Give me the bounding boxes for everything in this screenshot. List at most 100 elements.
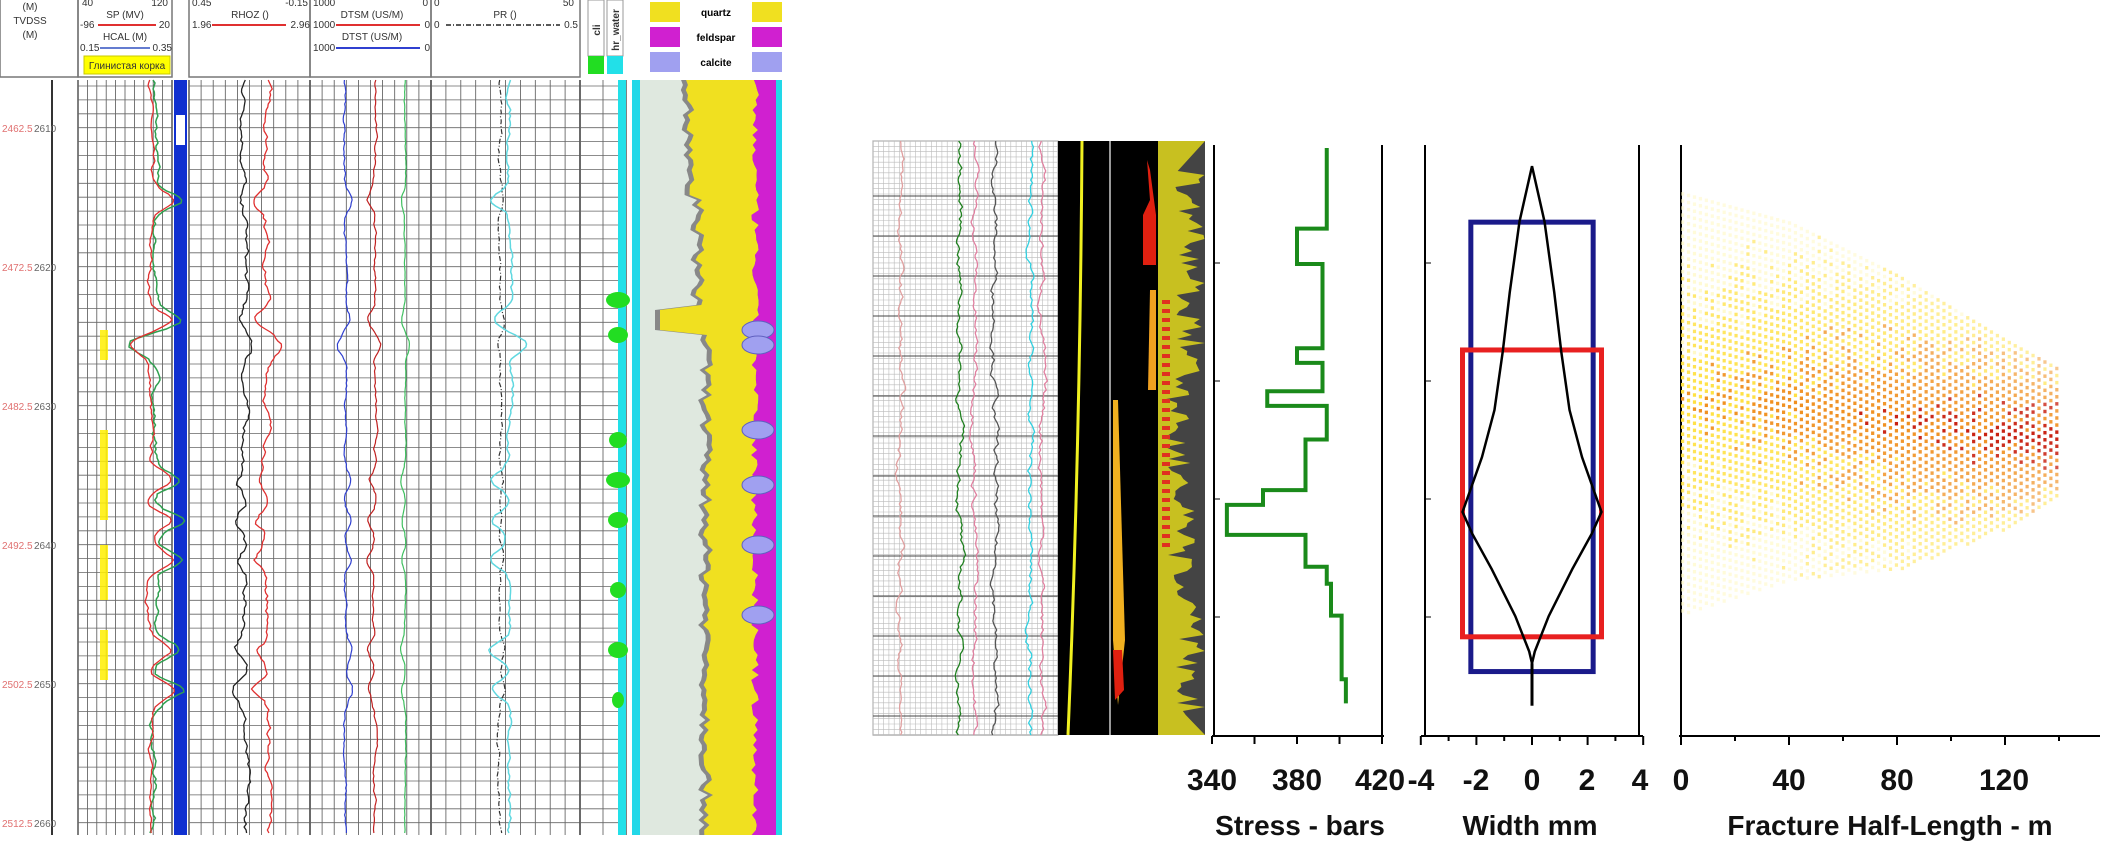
heatmap-cell (1734, 249, 1738, 253)
heatmap-cell (1823, 330, 1827, 334)
heatmap-cell (1752, 225, 1756, 230)
heatmap-cell (1942, 471, 1946, 475)
heatmap-cell (1924, 439, 1928, 444)
heatmap-cell (1900, 517, 1904, 521)
heatmap-cell (1799, 453, 1803, 457)
heatmap-cell (1692, 463, 1697, 468)
heatmap-cell (1918, 393, 1922, 398)
heatmap-cell (1978, 535, 1982, 539)
heatmap-cell (1746, 535, 1750, 539)
heatmap-cell (1882, 345, 1887, 349)
heatmap-cell (1805, 569, 1809, 573)
heatmap-cell (2025, 407, 2029, 411)
heatmap-cell (1752, 430, 1756, 435)
heatmap-cell (1978, 365, 1982, 370)
heatmap-cell (1722, 316, 1726, 321)
heatmap-cell (1746, 570, 1750, 574)
heatmap-cell (2007, 475, 2011, 479)
heatmap-cell (1764, 568, 1768, 572)
heatmap-cell (1704, 516, 1708, 521)
heatmap-cell (1912, 333, 1916, 337)
heatmap-cell (1805, 434, 1809, 439)
heatmap-cell (1776, 352, 1780, 356)
heatmap-cell (1906, 442, 1910, 447)
heatmap-cell (1740, 271, 1744, 276)
legend-label-quartz: quartz (701, 8, 731, 19)
heatmap-cell (1746, 400, 1750, 405)
heatmap-cell (1770, 569, 1774, 574)
heatmap-cell (1740, 377, 1744, 382)
heatmap-cell (1734, 475, 1738, 479)
heatmap-cell (1704, 474, 1708, 478)
heatmap-cell (1716, 484, 1720, 489)
heatmap-cell (1770, 562, 1774, 567)
heatmap-cell (1989, 330, 1994, 334)
heatmap-cell (2043, 466, 2047, 470)
mid-log-curve (968, 140, 980, 736)
heatmap-cell (1888, 496, 1893, 501)
heatmap-cell (1912, 488, 1916, 493)
heatmap-cell (1989, 408, 1994, 412)
heatmap-cell (1787, 270, 1792, 275)
heatmap-cell (1781, 523, 1786, 528)
heatmap-cell (1871, 473, 1875, 478)
heatmap-cell (1770, 442, 1774, 447)
heatmap-cell (1781, 396, 1786, 400)
heatmap-cell (1752, 572, 1756, 576)
heatmap-cell (1734, 524, 1738, 529)
heatmap-cell (1841, 339, 1845, 343)
heatmap-cell (1847, 497, 1851, 502)
heatmap-cell (1740, 222, 1744, 226)
heatmap-cell (1681, 538, 1685, 542)
heatmap-cell (1995, 418, 2000, 423)
heatmap-cell (1710, 525, 1714, 529)
heatmap-cell (1900, 552, 1904, 556)
heatmap-cell (1853, 436, 1857, 441)
heatmap-cell (1900, 524, 1904, 528)
heatmap-cell (1906, 527, 1910, 532)
heatmap-cell (2001, 507, 2005, 511)
heatmap-cell (1924, 531, 1928, 535)
heatmap-cell (1740, 420, 1744, 424)
heatmap-cell (1781, 410, 1786, 414)
heatmap-cell (1776, 423, 1780, 427)
heatmap-cell (1740, 519, 1744, 523)
heatmap-cell (1912, 439, 1916, 443)
heatmap-cell (1728, 240, 1732, 244)
heatmap-cell (1829, 262, 1833, 267)
heatmap-cell (1781, 297, 1786, 301)
heatmap-cell (1805, 265, 1809, 269)
heatmap-cell (1823, 500, 1827, 504)
heatmap-cell (1752, 324, 1756, 329)
heatmap-cell (1924, 305, 1928, 309)
heatmap-cell (1978, 471, 1982, 476)
heatmap-cell (1740, 314, 1744, 318)
heatmap-cell (1912, 312, 1916, 316)
heatmap-cell (1716, 336, 1720, 340)
heatmap-cell (1716, 215, 1720, 220)
heatmap-cell (1692, 209, 1697, 213)
heatmap-cell (1906, 492, 1910, 496)
heatmap-cell (1698, 599, 1703, 604)
heatmap-cell (1936, 418, 1940, 422)
heatmap-cell (1823, 471, 1827, 476)
heatmap-cell (1906, 421, 1910, 426)
heatmap-cell (1770, 223, 1774, 227)
heatmap-cell (1681, 404, 1685, 408)
heatmap-cell (1781, 481, 1786, 485)
heatmap-cell (2055, 366, 2059, 371)
heatmap-cell (1972, 418, 1976, 423)
heatmap-cell (1686, 214, 1691, 219)
legend-swatch-right (752, 27, 782, 47)
heatmap-cell (1746, 337, 1750, 341)
heatmap-cell (1859, 291, 1863, 295)
heatmap-cell (1894, 315, 1899, 320)
rhoz-min: 1.96 (192, 20, 212, 31)
heatmap-cell (1704, 587, 1708, 591)
heatmap-cell (1704, 318, 1708, 323)
heatmap-cell (1698, 373, 1703, 378)
heatmap-cell (1710, 539, 1714, 543)
heatmap-cell (1811, 359, 1815, 364)
heatmap-cell (1710, 482, 1714, 487)
heatmap-cell (1954, 351, 1958, 355)
